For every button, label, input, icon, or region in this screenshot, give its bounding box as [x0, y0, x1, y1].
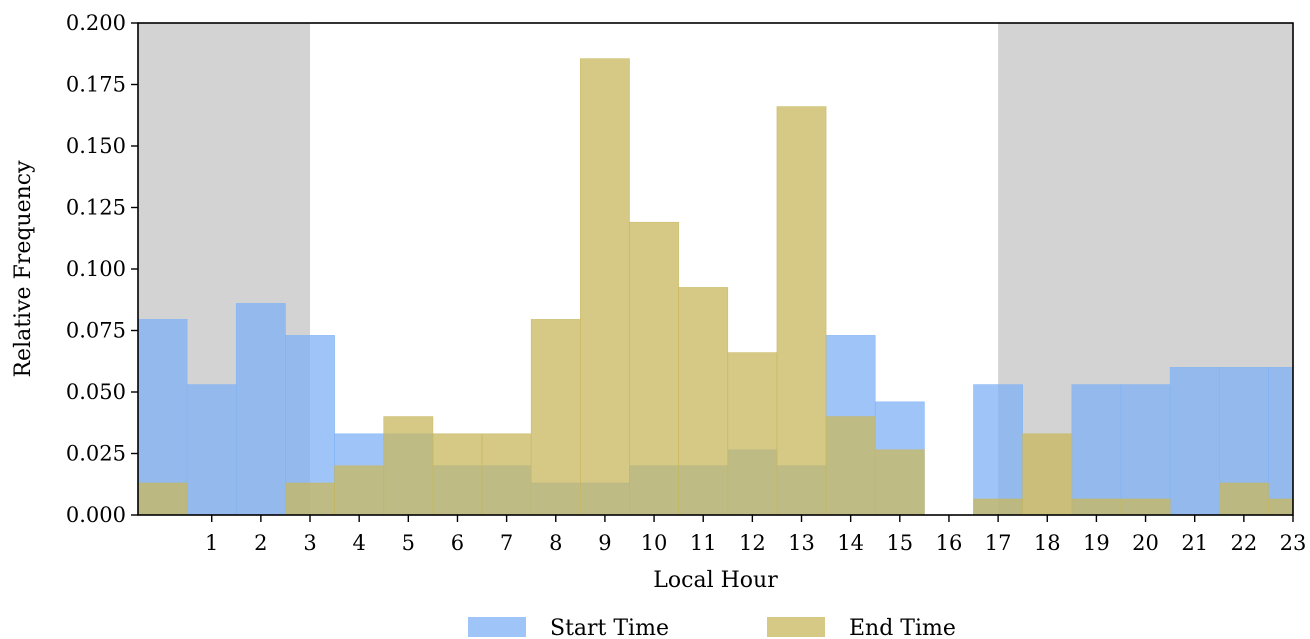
y-tick-label-0.175: 0.175	[66, 73, 126, 97]
y-tick-label-0.125: 0.125	[66, 196, 126, 220]
end-time-bar-20	[1120, 498, 1171, 516]
start-time-bar-23	[1268, 367, 1294, 516]
end-time-bar-10	[629, 221, 679, 516]
x-tick-label-13: 13	[788, 531, 815, 555]
start-time-bar-21	[1169, 367, 1220, 516]
end-time-bar-0	[137, 482, 188, 516]
legend-swatch-end-time	[767, 617, 825, 637]
x-tick-label-2: 2	[254, 531, 267, 555]
end-time-bar-5	[383, 416, 434, 516]
y-axis-ticks: 0.000 0.025 0.050 0.075 0.100 0.125 0.150 0.175…	[66, 11, 138, 527]
x-axis-title: Local Hour	[653, 568, 778, 593]
start-time-bar-20	[1120, 384, 1171, 516]
x-tick-label-15: 15	[886, 531, 913, 555]
y-tick-label-0.025: 0.025	[66, 442, 126, 466]
end-time-bar-17	[973, 498, 1023, 516]
x-tick-label-1: 1	[205, 531, 218, 555]
x-tick-label-9: 9	[598, 531, 611, 555]
legend: Start Time End Time	[468, 616, 956, 639]
legend-label-end-time: End Time	[849, 616, 956, 639]
y-tick-label-0.150: 0.150	[66, 134, 126, 158]
y-tick-label-0.075: 0.075	[66, 319, 126, 343]
end-time-bar-19	[1071, 498, 1122, 516]
end-time-bar-14	[825, 416, 876, 516]
x-tick-label-18: 18	[1034, 531, 1061, 555]
x-tick-label-10: 10	[641, 531, 668, 555]
x-tick-label-4: 4	[352, 531, 365, 555]
x-axis-ticks: 1 2 3 4 5 6 7 8 9 10 11 12 13 14 15 16 17 18 19 20 21 22 23	[205, 515, 1306, 555]
x-tick-label-20: 20	[1132, 531, 1159, 555]
start-time-bar-19	[1071, 384, 1122, 516]
y-axis-title: Relative Frequency	[11, 160, 36, 378]
x-tick-label-5: 5	[402, 531, 415, 555]
end-time-bar-12	[727, 352, 778, 516]
x-tick-label-11: 11	[690, 531, 717, 555]
end-time-bar-8	[530, 319, 581, 516]
end-time-bar-18	[1022, 433, 1073, 516]
y-tick-label-0.200: 0.200	[66, 11, 126, 35]
legend-label-start-time: Start Time	[550, 616, 669, 639]
end-time-bar-4	[334, 465, 385, 516]
end-time-bar-15	[874, 449, 925, 516]
y-tick-label-0.100: 0.100	[66, 257, 126, 281]
end-time-bar-11	[678, 287, 729, 516]
end-time-bar-13	[776, 106, 827, 516]
shaded-regions	[138, 23, 1293, 515]
bars	[137, 58, 1294, 516]
start-time-bar-2	[235, 303, 286, 516]
start-time-bar-1	[186, 384, 237, 516]
end-time-bar-7	[481, 433, 532, 516]
legend-swatch-start-time	[468, 617, 526, 637]
end-time-bar-6	[432, 433, 483, 516]
x-tick-label-22: 22	[1230, 531, 1257, 555]
end-time-bar-23	[1268, 498, 1294, 516]
x-tick-label-23: 23	[1280, 531, 1307, 555]
x-tick-label-14: 14	[837, 531, 864, 555]
end-time-bar-9	[580, 58, 630, 516]
x-tick-label-21: 21	[1181, 531, 1208, 555]
end-time-bar-3	[285, 482, 335, 516]
x-tick-label-7: 7	[500, 531, 513, 555]
y-tick-label-0.000: 0.000	[66, 503, 126, 527]
end-time-bar-22	[1218, 482, 1269, 516]
y-tick-label-0.050: 0.050	[66, 380, 126, 404]
x-tick-label-8: 8	[549, 531, 562, 555]
x-tick-label-16: 16	[936, 531, 963, 555]
x-tick-label-19: 19	[1083, 531, 1110, 555]
x-tick-label-17: 17	[985, 531, 1012, 555]
x-tick-label-12: 12	[739, 531, 766, 555]
x-tick-label-3: 3	[303, 531, 316, 555]
x-tick-label-6: 6	[451, 531, 464, 555]
start-time-bar-17	[973, 384, 1023, 516]
